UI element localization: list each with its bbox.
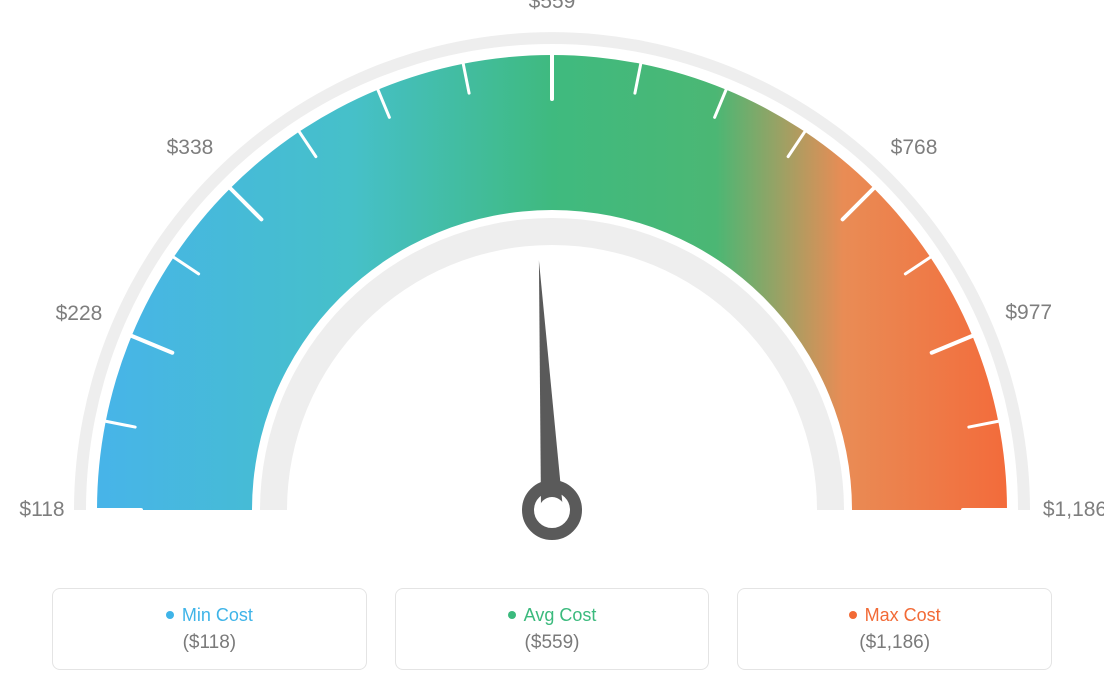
gauge-tick-label: $118	[19, 498, 64, 522]
legend-avg-title-row: Avg Cost	[508, 605, 597, 626]
legend-max-value: ($1,186)	[859, 632, 930, 654]
gauge-tick-label: $228	[56, 302, 103, 326]
dot-icon	[166, 611, 174, 619]
dot-icon	[849, 611, 857, 619]
legend-card-max: Max Cost ($1,186)	[737, 588, 1052, 670]
gauge-tick-label: $768	[891, 136, 938, 160]
legend-row: Min Cost ($118) Avg Cost ($559) Max Cost…	[52, 588, 1052, 670]
gauge-svg	[0, 0, 1104, 570]
legend-min-title-row: Min Cost	[166, 605, 253, 626]
cost-gauge-chart: $118 $228 $338 $559 $768 $977 $1,186 Min Cost …	[0, 0, 1104, 690]
legend-min-value: ($118)	[183, 632, 237, 654]
dot-icon	[508, 611, 516, 619]
legend-card-min: Min Cost ($118)	[52, 588, 367, 670]
legend-min-title: Min Cost	[182, 605, 253, 626]
gauge-tick-label: $1,186	[1043, 498, 1104, 522]
gauge-tick-label: $559	[529, 0, 576, 14]
legend-max-title: Max Cost	[865, 605, 941, 626]
gauge-tick-label: $977	[1005, 301, 1052, 325]
legend-avg-value: ($559)	[525, 632, 580, 654]
legend-max-title-row: Max Cost	[849, 605, 941, 626]
legend-avg-title: Avg Cost	[524, 605, 597, 626]
gauge-area: $118 $228 $338 $559 $768 $977 $1,186	[0, 0, 1104, 570]
legend-card-avg: Avg Cost ($559)	[395, 588, 710, 670]
gauge-tick-label: $338	[167, 136, 214, 160]
